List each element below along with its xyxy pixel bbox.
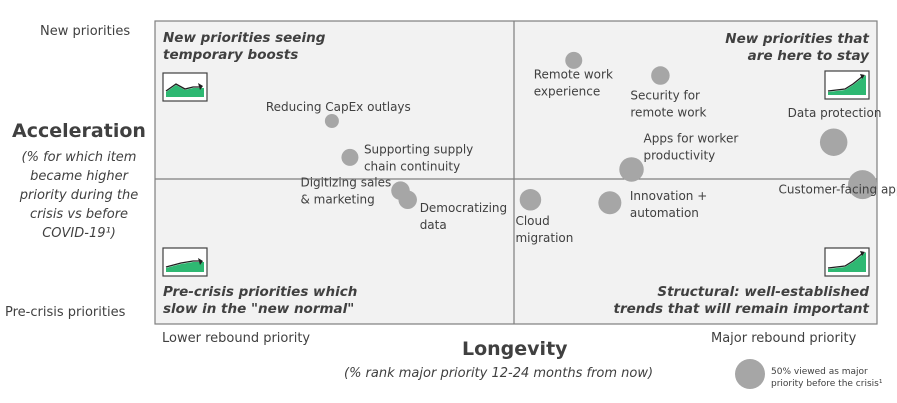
bubble-point <box>619 157 644 182</box>
bubble-point <box>565 51 583 69</box>
bubble-label: Digitizing sales <box>300 176 391 190</box>
bubble-label: Security for <box>630 89 700 103</box>
legend-label-line: 50% viewed as major <box>771 367 868 377</box>
quadrant-label-top-left: New priorities seeing <box>163 30 326 46</box>
bubble-point <box>324 113 339 128</box>
bubble-label: Cloud <box>515 214 549 228</box>
quadrant-label-top-right: New priorities that <box>725 31 869 47</box>
bubble-label: Data protection <box>788 106 882 120</box>
trend-temporary-icon-area <box>166 85 204 97</box>
quadrant-label-bottom-right: trends that will remain important <box>613 301 869 317</box>
x-axis-subtitle: (% rank major priority 12-24 months from… <box>344 366 654 381</box>
bubble-label: Remote work <box>534 67 613 81</box>
quadrant-label-top-right: are here to stay <box>748 48 871 64</box>
bubble-point <box>598 191 622 215</box>
bubble-label: Apps for worker <box>644 131 739 145</box>
y-axis-subtitle-line: crisis vs before <box>29 207 129 222</box>
legend-label-line: priority before the crisis¹ <box>771 379 883 389</box>
bubble-label: experience <box>534 84 601 98</box>
bubble-label: data <box>420 218 447 232</box>
plot-area <box>154 20 878 325</box>
bubble-label: automation <box>630 206 699 220</box>
quadrant-label-top-left: temporary boosts <box>163 47 298 63</box>
trend-rising-icon-arrowhead <box>860 74 865 79</box>
y-axis-subtitle-line: became higher <box>30 169 128 184</box>
y-axis-subtitle-line: (% for which item <box>21 150 137 165</box>
bubble-label: Reducing CapEx outlays <box>266 100 411 114</box>
x-tick-label-left: Lower rebound priority <box>162 331 311 346</box>
bubble-point <box>848 170 878 200</box>
bubble-label: remote work <box>630 106 706 120</box>
bubble-label: Democratizing <box>420 201 507 215</box>
y-axis-subtitle-line: priority during the <box>19 188 139 203</box>
bubble-point <box>819 128 848 156</box>
quadrant-label-bottom-left: Pre-crisis priorities which <box>163 284 357 300</box>
trend-structural-icon-arrowhead <box>860 251 865 256</box>
bubble-point <box>519 189 542 211</box>
y-tick-label-bottom: Pre-crisis priorities <box>5 305 126 320</box>
bubble-label: productivity <box>644 148 716 162</box>
trend-rising-icon-area <box>828 75 866 95</box>
bubble-label: Innovation + <box>630 189 707 203</box>
quadrant-label-bottom-right: Structural: well-established <box>657 284 869 300</box>
bubble-point <box>398 190 417 210</box>
trend-slowing-icon-line <box>165 260 201 268</box>
y-axis-title: Acceleration <box>12 120 146 142</box>
trend-structural-icon-area <box>828 252 866 272</box>
trend-temporary-icon-line <box>165 83 201 92</box>
trend-temporary-icon-arrowhead <box>198 83 203 90</box>
bubble-label: & marketing <box>300 193 374 207</box>
legend-bubble <box>735 359 765 389</box>
trend-slowing-icon-area <box>166 262 204 272</box>
bubble-point <box>341 148 359 166</box>
legend-label: 50% viewed as major priority before the … <box>771 366 882 390</box>
y-axis-subtitle-line: COVID-19¹) <box>42 226 116 241</box>
bubble-label: migration <box>515 231 573 245</box>
bubble-point <box>651 66 670 85</box>
bubble-label: Customer-facing apps <box>779 183 897 197</box>
y-tick-label-top: New priorities <box>40 24 131 39</box>
trend-rising-icon-line <box>827 75 864 92</box>
bubble-label: chain continuity <box>364 159 460 173</box>
x-axis-title: Longevity <box>462 338 568 360</box>
bubble-label: Supporting supply <box>364 142 473 156</box>
quadrant-label-bottom-left: slow in the "new normal" <box>163 301 354 317</box>
x-tick-label-right: Major rebound priority <box>711 331 857 346</box>
trend-slowing-icon-arrowhead <box>198 258 203 265</box>
trend-structural-icon-line <box>827 252 864 269</box>
